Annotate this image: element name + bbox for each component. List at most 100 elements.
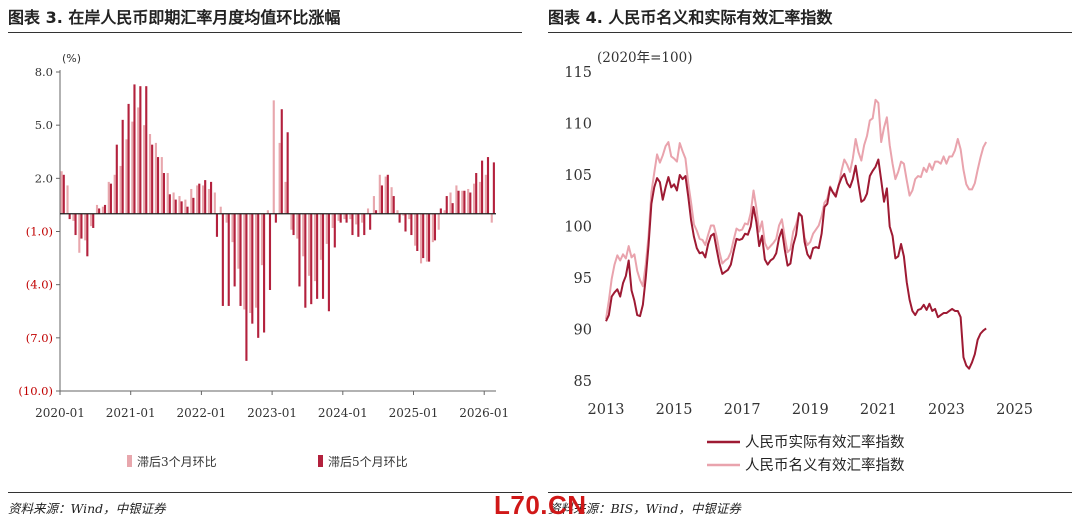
bar-lag3 (313, 213, 317, 282)
bar-lag3 (154, 142, 157, 214)
bar-lag3 (125, 139, 128, 214)
bar-lag5 (481, 160, 484, 214)
right-line-chart: (2020年=100) 115 110 105 100 95 90 85 2013 2015 201… (564, 50, 1033, 474)
bar-lag3 (296, 213, 299, 239)
bar-lag3 (302, 213, 305, 257)
bar-lag5 (351, 213, 354, 236)
legend-swatch (127, 455, 132, 467)
bar-lag3 (66, 185, 69, 214)
bar-lag5 (304, 213, 307, 308)
bar-lag3 (60, 171, 63, 214)
right-x-tick-label: 2013 (588, 402, 625, 418)
bar-lag5 (439, 208, 442, 214)
bar-lag5 (374, 210, 378, 214)
right-source-note: 资料来源：BIS，Wind，中银证券 (548, 501, 741, 516)
bar-lag5 (198, 183, 201, 214)
bar-lag3 (290, 213, 293, 230)
bar-lag5 (386, 174, 389, 214)
legend-label: 人民币名义有效汇率指数 (745, 457, 905, 474)
bar-lag5 (333, 213, 336, 248)
bar-lag3 (361, 213, 364, 223)
bar-lag5 (204, 180, 207, 214)
bar-lag3 (284, 181, 287, 214)
bar-lag5 (321, 213, 325, 299)
bar-lag3 (225, 213, 228, 223)
bar-lag3 (260, 213, 264, 266)
bar-lag3 (272, 100, 275, 214)
bar-lag3 (190, 188, 193, 214)
right-x-tick-label: 2025 (996, 402, 1033, 418)
bar-lag3 (255, 213, 258, 308)
right-y-tick-label: 105 (564, 168, 592, 184)
bar-lag3 (107, 181, 110, 214)
bar-lag3 (349, 213, 352, 220)
legend-label: 滞后3个月环比 (137, 455, 217, 469)
bar-lag3 (372, 196, 375, 214)
right-y-tick-label: 85 (574, 374, 592, 390)
bar-lag5 (127, 103, 130, 214)
bar-lag3 (172, 192, 175, 214)
bar-lag3 (390, 187, 393, 214)
right-x-tick-label: 2023 (928, 402, 965, 418)
bar-lag5 (210, 181, 213, 214)
bar-lag5 (339, 213, 342, 223)
bar-lag5 (245, 213, 248, 361)
bar-lag3 (331, 213, 334, 228)
right-y-tick-label: 110 (564, 117, 592, 133)
bar-lag3 (148, 134, 152, 214)
bar-lag3 (325, 213, 328, 244)
bar-lag5 (98, 208, 101, 214)
bar-lag5 (139, 86, 142, 214)
bar-lag3 (414, 213, 417, 246)
bar-lag5 (298, 213, 301, 287)
bar-lag3 (201, 185, 205, 214)
bar-lag3 (95, 204, 99, 214)
left-x-tick-label: 2021-01 (106, 406, 156, 420)
bar-lag3 (78, 213, 81, 253)
left-bottom-rule (8, 492, 522, 493)
right-x-tick-label: 2021 (860, 402, 897, 418)
bar-lag3 (178, 196, 181, 214)
bar-lag3 (207, 188, 211, 214)
left-y-tick-label: (10.0) (18, 384, 53, 398)
bar-lag3 (378, 174, 381, 214)
bar-lag3 (408, 213, 411, 220)
bar-lag3 (443, 210, 446, 214)
bar-lag3 (419, 213, 423, 264)
right-y-unit: (2020年=100) (597, 50, 692, 66)
bar-lag3 (213, 192, 216, 214)
bar-lag5 (80, 213, 83, 239)
bar-lag5 (268, 213, 272, 290)
legend-swatch (318, 455, 323, 467)
line-real-reer (605, 158, 987, 370)
bar-lag3 (119, 165, 122, 214)
bar-lag5 (345, 213, 348, 223)
bar-lag5 (463, 190, 466, 214)
bar-lag5 (410, 213, 413, 236)
bar-lag5 (457, 190, 460, 214)
bar-lag5 (445, 196, 448, 214)
left-y-tick-label: (7.0) (26, 331, 53, 345)
bar-lag3 (308, 213, 311, 276)
bar-lag3 (184, 199, 187, 214)
watermark-logo: L70.CN (494, 490, 587, 520)
bar-lag5 (451, 203, 454, 214)
bar-lag5 (180, 201, 183, 214)
bar-lag5 (121, 119, 124, 214)
bar-lag5 (416, 213, 419, 251)
bar-lag3 (196, 185, 199, 214)
right-y-tick-label: 115 (564, 65, 592, 81)
bar-lag3 (166, 173, 169, 214)
bar-lag3 (490, 213, 493, 223)
bar-lag3 (449, 192, 452, 214)
bar-lag5 (398, 213, 401, 223)
bar-lag5 (257, 213, 260, 338)
left-title-rule (8, 32, 522, 33)
right-title-rule (548, 32, 1072, 33)
bar-lag5 (369, 213, 372, 230)
bar-lag5 (233, 213, 236, 287)
bar-lag5 (475, 173, 478, 214)
bar-lag3 (219, 206, 222, 214)
bar-lag5 (168, 194, 171, 214)
bar-lag5 (68, 213, 71, 220)
